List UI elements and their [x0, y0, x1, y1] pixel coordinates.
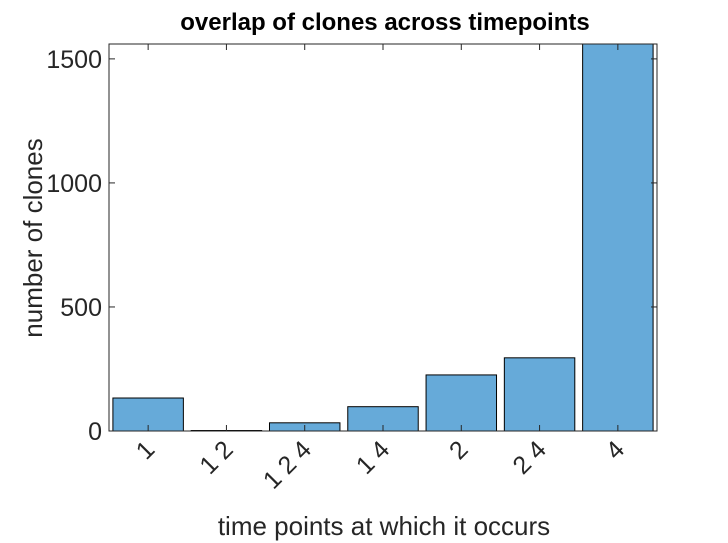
bar-4: [582, 43, 654, 432]
bar-2-4: [503, 357, 576, 432]
chart-title: overlap of clones across timepoints: [180, 9, 589, 36]
x-tick-label: 4: [600, 435, 630, 465]
x-axis-label: time points at which it occurs: [218, 511, 550, 541]
y-tick-label: 0: [88, 418, 102, 446]
x-tick-label: 1: [131, 435, 161, 465]
y-tick-label: 1500: [46, 46, 102, 74]
y-tick-label: 1000: [46, 170, 102, 198]
x-tick-label: 1 4: [351, 435, 395, 479]
y-tick-labels: 0 500 1000 1500: [46, 46, 102, 446]
x-tick-label: 1 2 4: [258, 435, 317, 494]
y-tick-label: 500: [60, 294, 102, 322]
x-tick-label: 2: [444, 435, 474, 465]
bar-2: [425, 374, 498, 432]
x-tick-label: 2 4: [507, 435, 551, 479]
bars-layer: [112, 43, 654, 432]
y-axis-label: number of clones: [18, 138, 48, 337]
x-tick-label: 1 2: [194, 435, 238, 479]
axes-layer: [108, 43, 658, 432]
x-tick-labels: 1 1 2 1 2 4 1 4 2 2 4 4: [131, 435, 630, 494]
